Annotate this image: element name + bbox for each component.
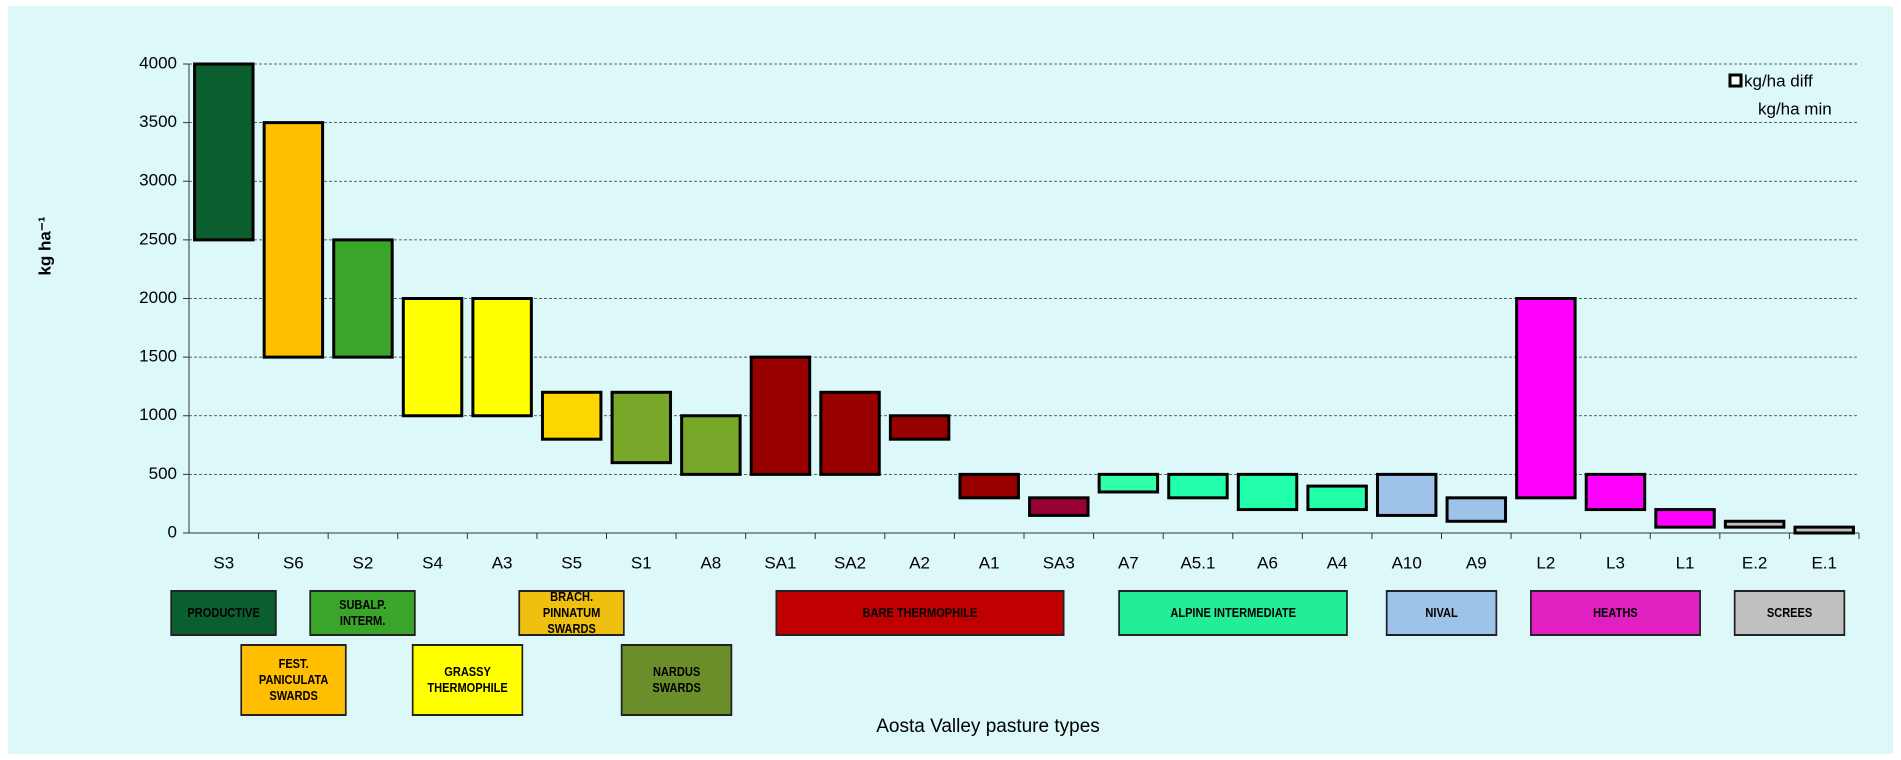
group-box: GRASSY THERMOPHILE [411,644,524,716]
legend-label: kg/ha diff [1744,71,1813,90]
y-tick-label: 0 [168,522,177,541]
bar-base [195,240,253,533]
bar-base [1308,510,1366,533]
x-tick-label: L1 [1676,553,1695,572]
bar-base [1447,521,1505,533]
bar [610,390,673,465]
group-box: ALPINE INTERMEDIATE [1117,590,1348,636]
x-tick-label: L2 [1536,553,1555,572]
bar-base [682,474,740,533]
bar [819,390,881,476]
bar-base [1099,492,1157,533]
bar-base [1586,510,1644,533]
bar [1167,472,1229,500]
bar [471,297,533,418]
bar [1236,472,1299,512]
x-tick-label: E.2 [1742,553,1768,572]
y-tick-label: 4000 [139,53,177,72]
x-tick-label: A7 [1118,553,1139,572]
group-box: NIVAL [1385,590,1498,636]
bar [1515,297,1577,500]
x-tick-label: A9 [1466,553,1487,572]
legend-marker [1728,73,1743,88]
bar-base [1169,498,1227,533]
bar-base [751,474,809,533]
bar-base [334,357,392,533]
bar-base [473,416,531,533]
bar-base [403,416,461,533]
bar [1028,496,1090,517]
bar [401,297,464,418]
x-tick-label: S2 [353,553,374,572]
bar-base [960,498,1018,533]
bar [1723,519,1786,529]
x-tick-label: S1 [631,553,652,572]
group-box: FEST. PANICULATA SWARDS [240,644,347,716]
x-tick-label: A3 [492,553,513,572]
x-tick-label: SA2 [834,553,866,572]
bar-base [1238,510,1296,533]
bar [1445,496,1508,523]
bar [332,238,394,359]
x-tick-label: S4 [422,553,443,572]
y-tick-label: 3500 [139,112,177,131]
bar [1584,472,1647,512]
legend-label: kg/ha min [1758,99,1832,118]
bar-base [890,439,948,533]
chart: kg ha⁻¹ Aosta Valley pasture types 0 500 1… [35,53,1860,737]
bar [540,390,603,441]
y-tick-label: 2500 [139,229,177,248]
bar [888,414,951,441]
x-tick-label: S6 [283,553,304,572]
group-box: NARDUS SWARDS [620,644,732,716]
x-tick-label: L3 [1606,553,1625,572]
x-tick-label: A10 [1392,553,1422,572]
bar-base [1517,498,1575,533]
bar [1654,508,1716,529]
y-tick-label: 3000 [139,171,177,190]
group-box: SCREES [1733,590,1846,636]
x-tick-label: A2 [909,553,930,572]
x-tick-label: A4 [1327,553,1348,572]
bar [749,355,812,476]
y-tick-label: 500 [149,464,177,483]
group-box: BARE THERMOPHILE [775,590,1065,636]
x-axis-label: Aosta Valley pasture types [876,716,1100,737]
x-tick-label: A6 [1257,553,1278,572]
x-tick-label: SA3 [1043,553,1075,572]
bar [262,121,325,359]
group-box: BRACH. PINNATUM SWARDS [518,589,625,636]
bar-base [1030,515,1088,533]
bar-base [1377,515,1435,533]
bar [1375,472,1438,517]
y-tick-label: 2000 [139,288,177,307]
x-tick-label: S5 [561,553,582,572]
x-tick-label: A1 [979,553,1000,572]
bar [1306,484,1368,512]
x-tick-label: SA1 [764,553,796,572]
bar-base [264,357,322,533]
x-tick-label: A8 [700,553,721,572]
bar-base [821,474,879,533]
bar [680,414,742,476]
x-tick-label: E.1 [1811,553,1837,572]
group-box: SUBALP. INTERM. [309,590,417,636]
x-tick-label: A5.1 [1180,553,1215,572]
bar-base [612,463,670,533]
bar [958,472,1020,500]
bar [1793,525,1855,535]
bar-base [542,439,600,533]
y-tick-label: 1500 [139,347,177,366]
x-tick-label: S3 [213,553,234,572]
bar [193,62,255,242]
page: kg ha⁻¹ Aosta Valley pasture types 0 500 1… [8,6,1893,754]
group-box: PRODUCTIVE [170,590,278,636]
y-axis-label: kg ha⁻¹ [35,216,54,275]
y-tick-label: 1000 [139,405,177,424]
bar [1097,472,1160,494]
group-box: HEATHS [1530,590,1701,636]
